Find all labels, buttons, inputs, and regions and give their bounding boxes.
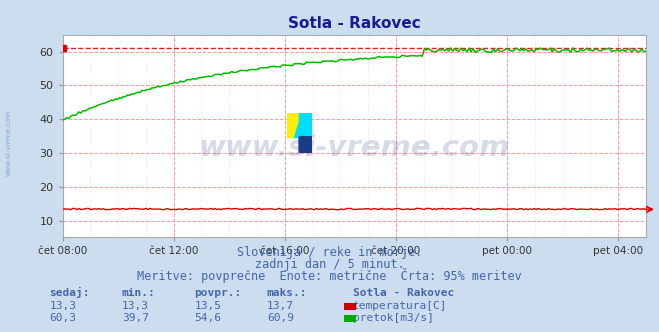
Text: Meritve: povprečne  Enote: metrične  Črta: 95% meritev: Meritve: povprečne Enote: metrične Črta:… bbox=[137, 268, 522, 283]
Polygon shape bbox=[299, 137, 312, 153]
Polygon shape bbox=[299, 137, 312, 153]
Text: 60,9: 60,9 bbox=[267, 313, 294, 323]
Text: min.:: min.: bbox=[122, 288, 156, 298]
Text: 54,6: 54,6 bbox=[194, 313, 221, 323]
Text: 13,5: 13,5 bbox=[194, 301, 221, 311]
Bar bbox=[299, 113, 312, 137]
Text: zadnji dan / 5 minut.: zadnji dan / 5 minut. bbox=[254, 258, 405, 271]
Text: pretok[m3/s]: pretok[m3/s] bbox=[353, 313, 434, 323]
Text: maks.:: maks.: bbox=[267, 288, 307, 298]
Text: 39,7: 39,7 bbox=[122, 313, 149, 323]
Text: 13,7: 13,7 bbox=[267, 301, 294, 311]
Text: povpr.:: povpr.: bbox=[194, 288, 242, 298]
Bar bbox=[287, 113, 299, 137]
Text: 60,3: 60,3 bbox=[49, 313, 76, 323]
Text: www.si-vreme.com: www.si-vreme.com bbox=[5, 110, 12, 176]
Text: 13,3: 13,3 bbox=[122, 301, 149, 311]
Text: Sotla - Rakovec: Sotla - Rakovec bbox=[353, 288, 454, 298]
Text: Slovenija / reke in morje.: Slovenija / reke in morje. bbox=[237, 246, 422, 259]
Text: temperatura[C]: temperatura[C] bbox=[353, 301, 447, 311]
Title: Sotla - Rakovec: Sotla - Rakovec bbox=[288, 16, 420, 31]
Polygon shape bbox=[294, 121, 299, 137]
Text: 13,3: 13,3 bbox=[49, 301, 76, 311]
Text: www.si-vreme.com: www.si-vreme.com bbox=[198, 134, 510, 162]
Text: sedaj:: sedaj: bbox=[49, 287, 90, 298]
